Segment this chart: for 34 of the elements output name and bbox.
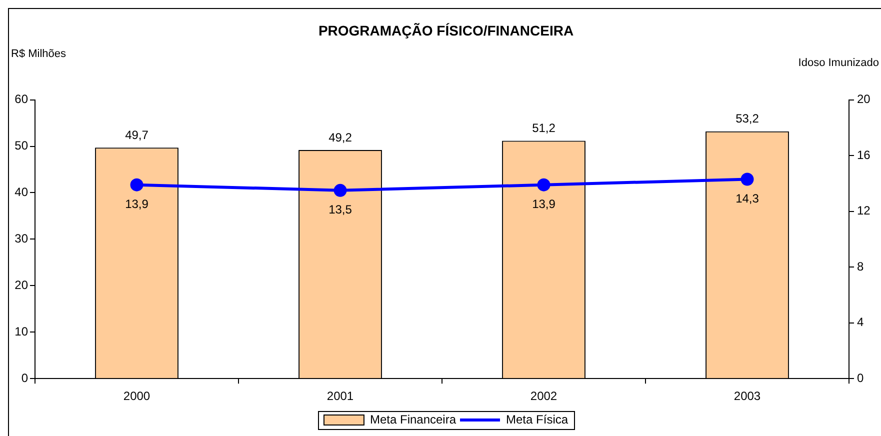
y2-tick-label: 4: [857, 315, 864, 330]
legend-label: Meta Física: [506, 412, 568, 426]
y2-tick-label: 16: [857, 148, 871, 162]
y2-tick-label: 8: [857, 259, 864, 274]
point: [130, 178, 144, 192]
x-tick-label: 2003: [734, 389, 761, 404]
y2-tick-label: 12: [857, 204, 871, 218]
y-tick-label: 50: [14, 138, 28, 153]
y-tick-label: 10: [14, 324, 28, 338]
data-label: 53,2: [736, 112, 760, 126]
data-label: 49,2: [328, 130, 352, 144]
data-label: 13,9: [125, 197, 149, 212]
x-tick-label: 2002: [530, 389, 558, 404]
point: [740, 172, 754, 186]
legend-label: Meta Financeira: [370, 412, 456, 426]
y-axis-title: R$ Milhões: [11, 48, 67, 60]
y-tick-label: 30: [14, 232, 28, 246]
y2-tick-label: 20: [857, 92, 871, 106]
chart-title: PROGRAMAÇÃO FÍSICO/FINANCEIRA: [318, 22, 574, 38]
data-label: 49,7: [125, 128, 149, 142]
data-label: 13,9: [532, 197, 556, 212]
data-label: 51,2: [532, 121, 556, 136]
y2-axis-title: Idoso Imunizado: [798, 57, 879, 70]
y-tick-label: 20: [14, 278, 28, 292]
point: [334, 184, 347, 197]
data-label: 14,3: [736, 192, 760, 206]
y-tick-label: 0: [21, 370, 28, 385]
y-tick-label: 40: [14, 185, 28, 200]
data-label: 13,5: [328, 202, 352, 217]
x-tick-label: 2001: [326, 389, 354, 404]
y2-tick-label: 0: [857, 370, 864, 385]
point: [537, 178, 550, 192]
x-tick-label: 2000: [123, 389, 150, 404]
y-tick-label: 60: [14, 92, 28, 106]
